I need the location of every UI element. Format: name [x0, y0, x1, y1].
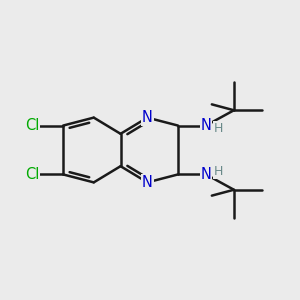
Text: Cl: Cl: [25, 118, 39, 133]
Text: N: N: [200, 167, 211, 182]
Text: H: H: [214, 122, 223, 135]
Text: Cl: Cl: [25, 167, 39, 182]
Text: H: H: [214, 165, 223, 178]
Text: N: N: [200, 118, 211, 133]
Text: N: N: [142, 110, 153, 125]
Text: N: N: [142, 175, 153, 190]
